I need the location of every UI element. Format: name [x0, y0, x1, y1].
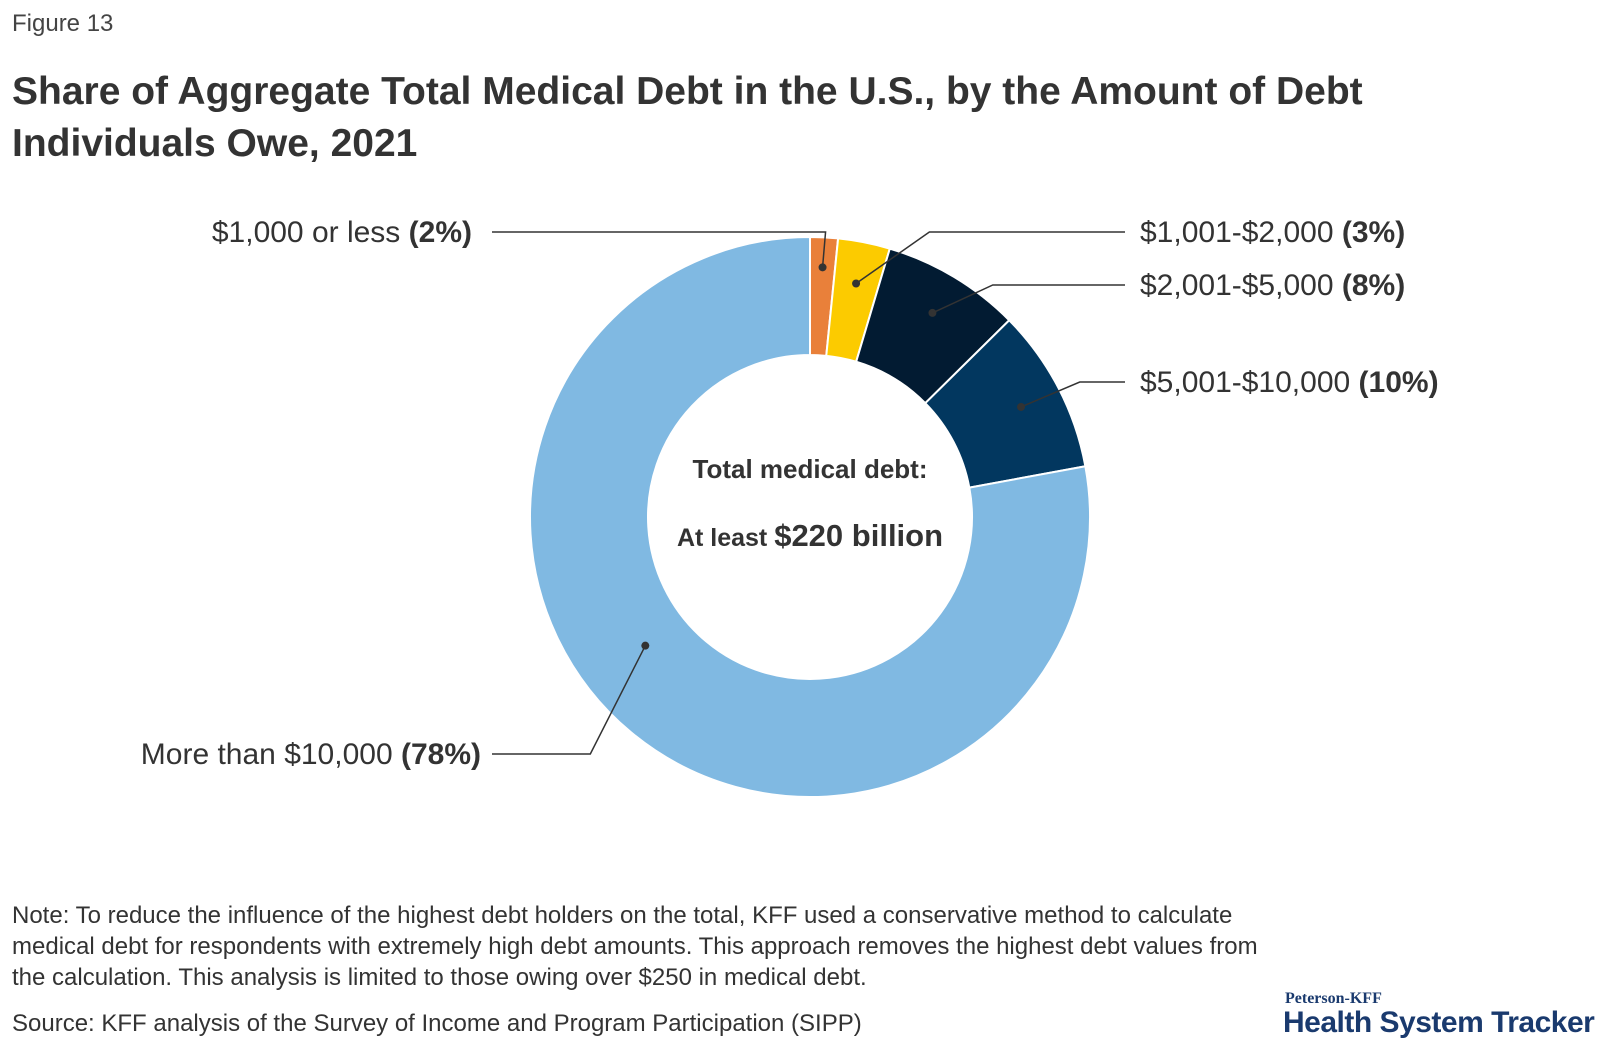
slice-label-2: $2,001-$5,000 (8%)	[1140, 269, 1405, 302]
center-label-total: At least $220 billion	[677, 518, 943, 553]
slice-label-text-4: More than $10,000	[141, 738, 401, 771]
brand-logo: Health System Tracker	[1283, 1006, 1595, 1039]
footnote: Note: To reduce the influence of the hig…	[12, 902, 1258, 991]
slice-label-pct-1: (3%)	[1342, 216, 1405, 249]
figure-label: Figure 13	[12, 10, 114, 37]
leader-dot-1	[852, 279, 861, 288]
leader-dot-4	[641, 641, 650, 650]
leader-line-1	[855, 231, 1125, 285]
leader-line-3	[1020, 381, 1125, 408]
leader-dot-3	[1017, 402, 1026, 411]
slice-label-text-3: $5,001-$10,000	[1140, 366, 1359, 399]
leader-dot-0	[818, 263, 827, 272]
leader-line-2	[932, 284, 1125, 314]
slice-label-text-2: $2,001-$5,000	[1140, 269, 1342, 302]
center-label-prefix: At least	[677, 524, 774, 552]
slice-label-3: $5,001-$10,000 (10%)	[1140, 366, 1439, 399]
slice-label-pct-2: (8%)	[1342, 269, 1405, 302]
slice-label-text-1: $1,001-$2,000	[1140, 216, 1342, 249]
leader-dot-2	[928, 308, 937, 317]
slice-label-1: $1,001-$2,000 (3%)	[1140, 216, 1405, 249]
source-line: Source: KFF analysis of the Survey of In…	[12, 1010, 862, 1037]
center-label-title: Total medical debt:	[693, 454, 928, 484]
slice-label-4: More than $10,000 (78%)	[141, 738, 481, 771]
slice-label-0: $1,000 or less (2%)	[212, 216, 472, 249]
slice-4	[529, 235, 1091, 798]
center-label-value: $220 billion	[774, 518, 943, 553]
slice-label-pct-3: (10%)	[1359, 366, 1439, 399]
leader-line-4	[492, 645, 646, 755]
slice-label-text-0: $1,000 or less	[212, 216, 409, 249]
leader-line-0	[492, 231, 827, 268]
donut-chart: $1,000 or less (2%) $1,001-$2,000 (3%)$2,…	[141, 216, 1439, 798]
slice-label-pct-0: (2%)	[409, 216, 472, 249]
brand-logo-small: Peterson-KFF	[1285, 990, 1382, 1007]
slice-label-pct-4: (78%)	[401, 738, 481, 771]
chart-title: Share of Aggregate Total Medical Debt in…	[12, 70, 1363, 165]
